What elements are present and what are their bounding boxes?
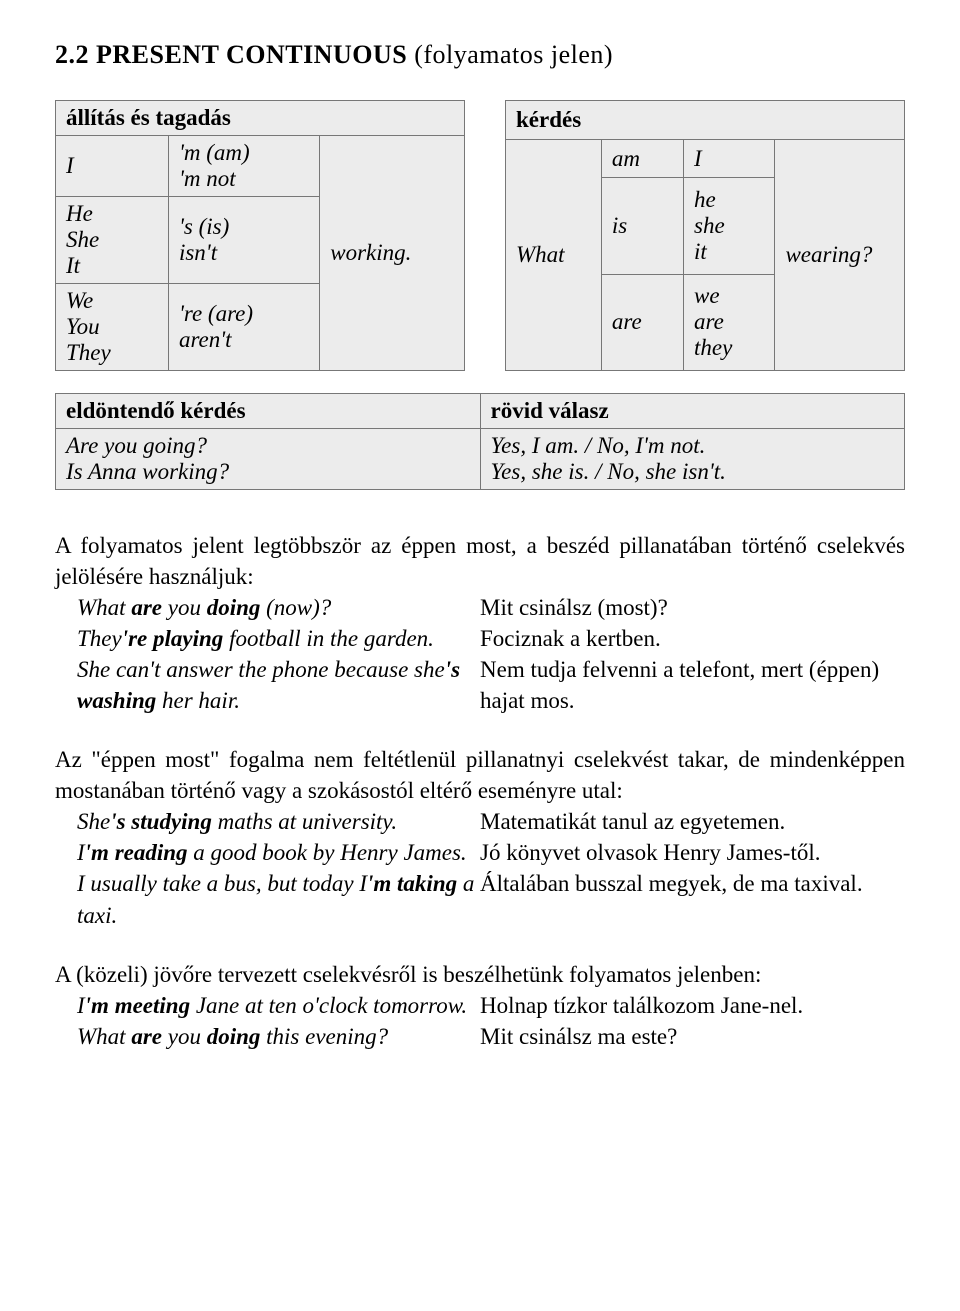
p1-ex2-hu: Nem tudja felvenni a telefont, mert (épp…	[480, 654, 905, 716]
t2-subj-0: I	[684, 139, 775, 178]
p1-ex1-en: They're playing football in the garden.	[55, 623, 480, 654]
p3-ex0-en: I'm meeting Jane at ten o'clock tomorrow…	[55, 990, 480, 1021]
t2-subj-1: he she it	[684, 178, 775, 274]
p2-ex0-en: She's studying maths at university.	[55, 806, 480, 837]
table-yesno: eldöntendő kérdés rövid válasz Are you g…	[55, 393, 905, 490]
para2-examples: She's studying maths at university. Mate…	[55, 806, 905, 930]
page-root: 2.2 PRESENT CONTINUOUS (folyamatos jelen…	[0, 0, 960, 1311]
t1-gerund: working.	[320, 136, 465, 371]
t1-subj-0: I	[56, 136, 169, 197]
p2-ex2-en: I usually take a bus, but today I'm taki…	[55, 868, 480, 930]
p3-ex1-en: What are you doing this evening?	[55, 1021, 480, 1052]
para3-intro: A (közeli) jövőre tervezett cselekvésről…	[55, 959, 905, 990]
p3-ex0-hu: Holnap tízkor találkozom Jane-nel.	[480, 990, 905, 1021]
p2-ex2-hu: Általában busszal megyek, de ma taxival.	[480, 868, 905, 930]
para3-examples: I'm meeting Jane at ten o'clock tomorrow…	[55, 990, 905, 1052]
p2-ex1-en: I'm reading a good book by Henry James.	[55, 837, 480, 868]
page-title: 2.2 PRESENT CONTINUOUS (folyamatos jelen…	[55, 40, 905, 70]
t1-subj-1: He She It	[56, 197, 169, 284]
t1-verb-1: 's (is) isn't	[168, 197, 319, 284]
table2-header: kérdés	[506, 101, 905, 140]
t2-wh: What	[506, 139, 602, 370]
title-number: 2.2 PRESENT CONTINUOUS	[55, 40, 407, 69]
t3-head-0: eldöntendő kérdés	[56, 394, 481, 429]
t2-aux-2: are	[601, 274, 683, 370]
table-question: kérdés What am I wearing? is he she it a…	[505, 100, 905, 371]
tables-row: állítás és tagadás I 'm (am) 'm not work…	[55, 100, 905, 371]
table-assertion: állítás és tagadás I 'm (am) 'm not work…	[55, 100, 465, 371]
para1-intro: A folyamatos jelent legtöbbször az éppen…	[55, 530, 905, 592]
para1-examples: What are you doing (now)? Mit csinálsz (…	[55, 592, 905, 716]
t2-aux-1: is	[601, 178, 683, 274]
t2-subj-2: we are they	[684, 274, 775, 370]
t1-subj-2: We You They	[56, 284, 169, 371]
t3-left: Are you going? Is Anna working?	[56, 429, 481, 490]
paragraph-3: A (közeli) jövőre tervezett cselekvésről…	[55, 959, 905, 1052]
p1-ex2-en: She can't answer the phone because she's…	[55, 654, 480, 716]
t1-verb-2: 're (are) aren't	[168, 284, 319, 371]
p1-ex1-hu: Fociznak a kertben.	[480, 623, 905, 654]
table1-header: állítás és tagadás	[56, 101, 465, 136]
t2-aux-0: am	[601, 139, 683, 178]
paragraph-2: Az "éppen most" fogalma nem feltétlenül …	[55, 744, 905, 930]
t3-head-1: rövid válasz	[480, 394, 905, 429]
para2-intro: Az "éppen most" fogalma nem feltétlenül …	[55, 744, 905, 806]
p2-ex1-hu: Jó könyvet olvasok Henry James-től.	[480, 837, 905, 868]
t3-right: Yes, I am. / No, I'm not. Yes, she is. /…	[480, 429, 905, 490]
p1-ex0-en: What are you doing (now)?	[55, 592, 480, 623]
p3-ex1-hu: Mit csinálsz ma este?	[480, 1021, 905, 1052]
t2-gerund: wearing?	[775, 139, 905, 370]
title-sub: (folyamatos jelen)	[414, 40, 613, 69]
p2-ex0-hu: Matematikát tanul az egyetemen.	[480, 806, 905, 837]
paragraph-1: A folyamatos jelent legtöbbször az éppen…	[55, 530, 905, 716]
p1-ex0-hu: Mit csinálsz (most)?	[480, 592, 905, 623]
t1-verb-0: 'm (am) 'm not	[168, 136, 319, 197]
